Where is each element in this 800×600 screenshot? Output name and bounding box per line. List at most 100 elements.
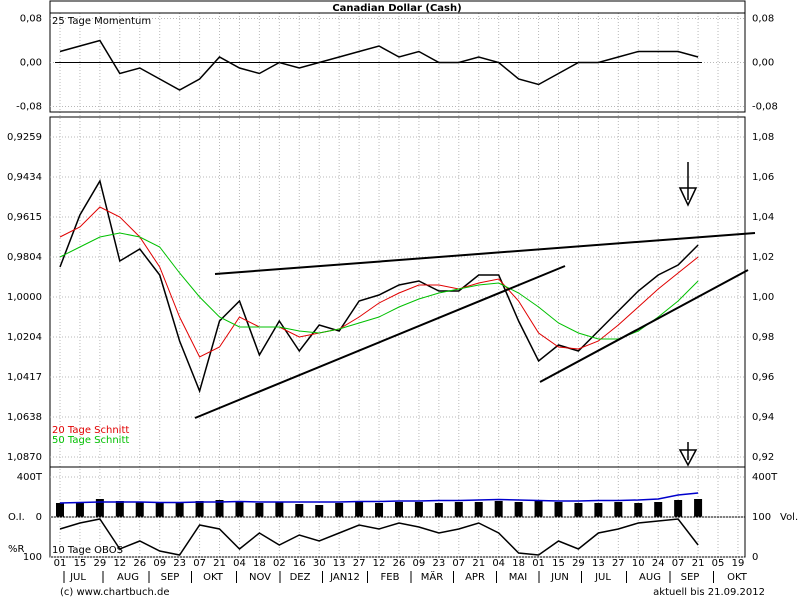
- volume-bar: [694, 499, 703, 517]
- volume-bar: [315, 505, 324, 517]
- footer-right: aktuell bis 21.09.2012: [653, 587, 765, 598]
- y-tick-label: -0,08: [16, 102, 42, 113]
- x-tick-label: 27: [353, 558, 366, 569]
- y2-tick-label: 0,9804: [7, 252, 42, 263]
- volume-bar: [275, 502, 284, 517]
- volume-bar: [634, 503, 643, 517]
- y-tick-label: 1,04: [752, 212, 774, 223]
- volume-bar: [255, 503, 264, 517]
- volume-bar: [434, 503, 443, 517]
- volume-bar: [614, 502, 623, 517]
- volume-bar: [175, 502, 184, 517]
- arrow: [678, 162, 698, 207]
- volume-bar: [135, 502, 144, 517]
- trend-line: [194, 265, 566, 419]
- y2-tick-label: 100: [23, 552, 42, 563]
- x-tick-label: 01: [532, 558, 545, 569]
- x-tick-label: 07: [672, 558, 685, 569]
- y-tick-label: 0,98: [752, 332, 774, 343]
- trend-line: [214, 232, 756, 275]
- panel-label: 10 Tage OBOS: [52, 545, 123, 556]
- series-line: [59, 39, 699, 91]
- series-line: [59, 492, 699, 504]
- y2-tick-label: 1,0870: [7, 452, 42, 463]
- volume-bar: [534, 501, 543, 517]
- x-tick-label: 21: [213, 558, 226, 569]
- month-label: SEP: [161, 572, 180, 583]
- volume-bar: [375, 503, 384, 517]
- x-tick-label: 04: [492, 558, 505, 569]
- y-tick-label: 400T: [752, 472, 778, 483]
- x-tick-label: 16: [293, 558, 306, 569]
- month-label: SEP: [681, 572, 700, 583]
- panel-label: %R: [8, 544, 25, 555]
- x-tick-label: 21: [472, 558, 485, 569]
- volume-bar: [75, 502, 84, 517]
- volume-bar: [574, 503, 583, 517]
- x-tick-label: 23: [432, 558, 445, 569]
- volume-bar: [355, 502, 364, 517]
- x-tick-label: 26: [133, 558, 146, 569]
- y-tick-label: 0,00: [20, 58, 42, 69]
- y-tick-label: 0,92: [752, 452, 774, 463]
- y2-tick-label: 0: [36, 512, 42, 523]
- month-label: NOV: [249, 572, 271, 583]
- y-tick-label: 1,06: [752, 172, 774, 183]
- month-label: JAN12: [329, 572, 360, 583]
- series-line: [59, 232, 699, 340]
- trend-line: [539, 269, 749, 383]
- x-tick-label: 13: [333, 558, 346, 569]
- x-tick-label: 01: [54, 558, 67, 569]
- x-tick-label: 15: [74, 558, 87, 569]
- panel-label: O.I.: [8, 512, 25, 523]
- x-tick-label: 27: [612, 558, 625, 569]
- x-tick-label: 18: [512, 558, 525, 569]
- volume-bar: [95, 499, 104, 517]
- y-tick-label: 1,08: [752, 132, 774, 143]
- x-tick-label: 19: [732, 558, 745, 569]
- volume-bar: [335, 503, 344, 517]
- x-tick-label: 30: [313, 558, 326, 569]
- volume-bar: [514, 502, 523, 517]
- month-label: OKT: [203, 572, 224, 583]
- series-line: [59, 206, 699, 358]
- volume-bar: [454, 502, 463, 517]
- y-tick-label: 0: [752, 552, 758, 563]
- legend-entry: 20 Tage Schnitt: [52, 425, 129, 436]
- arrow: [678, 442, 698, 467]
- y-tick-label: 400T: [17, 472, 43, 483]
- month-label: MAI: [509, 572, 527, 583]
- y-tick-label: 0,08: [20, 14, 42, 25]
- x-tick-label: 24: [652, 558, 665, 569]
- y-tick-label: 1,00: [752, 292, 774, 303]
- x-tick-label: 15: [552, 558, 565, 569]
- x-tick-label: 04: [233, 558, 246, 569]
- x-tick-label: 23: [173, 558, 186, 569]
- month-label: AUG: [639, 572, 661, 583]
- x-tick-label: 18: [253, 558, 266, 569]
- y-tick-label: 0,96: [752, 372, 774, 383]
- y-tick-label: 1,02: [752, 252, 774, 263]
- x-tick-label: 29: [94, 558, 107, 569]
- chart-title: Canadian Dollar (Cash): [332, 3, 461, 14]
- x-tick-label: 05: [712, 558, 725, 569]
- panel-frame: [49, 516, 746, 558]
- x-tick-label: 26: [393, 558, 406, 569]
- x-tick-label: 12: [373, 558, 386, 569]
- month-label: MÄR: [421, 570, 443, 583]
- volume-bar: [394, 502, 403, 517]
- month-label: DEZ: [290, 572, 311, 583]
- annotations: [194, 162, 756, 467]
- y2-tick-label: 1,0417: [7, 372, 42, 383]
- x-tick-label: 02: [273, 558, 286, 569]
- month-label: FEB: [381, 572, 400, 583]
- volume-bar: [674, 500, 683, 517]
- x-tick-label: 09: [413, 558, 426, 569]
- month-label: AUG: [117, 572, 139, 583]
- y2-tick-label: 1,0000: [7, 292, 42, 303]
- volume-bar: [215, 500, 224, 517]
- volume-bar: [115, 501, 124, 517]
- y-tick-label: 0,08: [752, 14, 774, 25]
- y2-tick-label: 1,0204: [7, 332, 42, 343]
